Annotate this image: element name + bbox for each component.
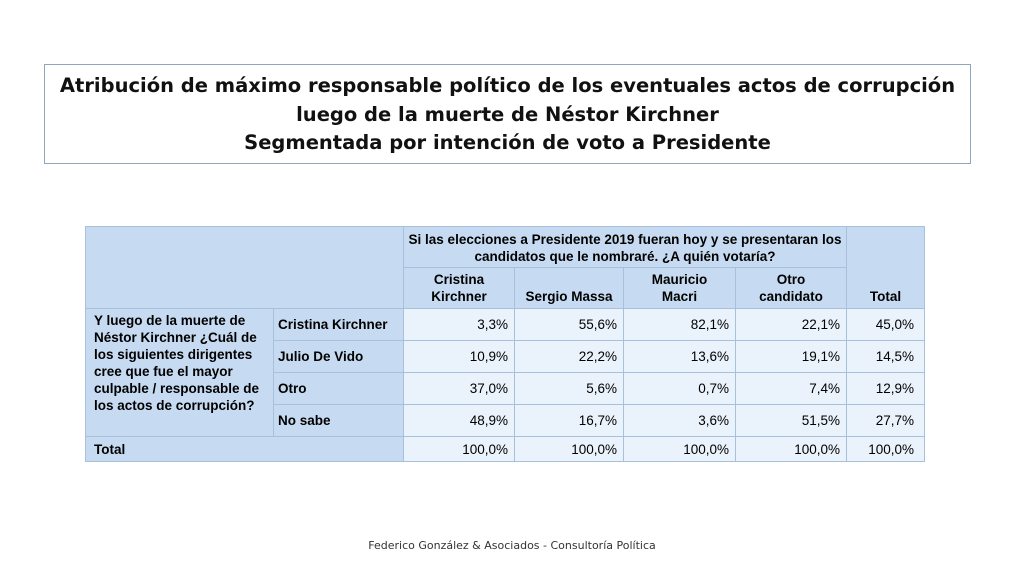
row-question: Y luego de la muerte de Néstor Kirchner … — [85, 308, 274, 437]
table-cell: 3,3% — [403, 308, 515, 341]
table-cell: 10,9% — [403, 340, 515, 373]
table-cell: 100,0% — [403, 436, 515, 462]
table-cell: 13,6% — [623, 340, 736, 373]
title-line-1: Atribución de máximo responsable polític… — [59, 74, 956, 97]
footer: Federico González & Asociados - Consulto… — [368, 539, 656, 552]
table-cell-total: 27,7% — [846, 404, 926, 437]
table-cell: 100,0% — [623, 436, 736, 462]
question-header: Si las elecciones a Presidente 2019 fuer… — [402, 226, 848, 268]
table-cell: 82,1% — [623, 308, 736, 341]
table-cell: 5,6% — [514, 372, 624, 405]
table-cell: 100,0% — [514, 436, 624, 462]
table-cell-total: 14,5% — [846, 340, 926, 373]
table-cell: 7,4% — [734, 372, 848, 405]
table-cell: 37,0% — [403, 372, 515, 405]
corner-cell — [85, 226, 404, 309]
column-header: Cristina Kirchner — [403, 267, 515, 309]
column-header: Mauricio Macri — [623, 267, 736, 309]
crosstab-table: Si las elecciones a Presidente 2019 fuer… — [85, 226, 926, 462]
table-cell: 0,7% — [623, 372, 736, 405]
title-box: Atribución de máximo responsable polític… — [44, 64, 971, 164]
table-cell: 55,6% — [514, 308, 624, 341]
title-line-3: Segmentada por intención de voto a Presi… — [244, 131, 771, 154]
title-line-2: luego de la muerte de Néstor Kirchner — [296, 102, 719, 126]
row-label: Julio De Vido — [273, 340, 404, 373]
total-row-label: Total — [85, 436, 404, 462]
crosstab-table-wrap: Si las elecciones a Presidente 2019 fuer… — [85, 226, 926, 462]
column-header: Otro candidato — [734, 267, 848, 309]
column-header: Sergio Massa — [514, 267, 624, 309]
table-cell: 3,6% — [623, 404, 736, 437]
table-cell: 22,1% — [734, 308, 848, 341]
row-label: Cristina Kirchner — [273, 308, 404, 341]
row-label: No sabe — [273, 404, 404, 437]
table-cell-total: 12,9% — [846, 372, 926, 405]
table-cell: 100,0% — [734, 436, 848, 462]
column-header-total: Total — [846, 226, 926, 309]
table-cell: 51,5% — [734, 404, 848, 437]
table-cell-total: 45,0% — [846, 308, 926, 341]
table-cell-total: 100,0% — [846, 436, 926, 462]
table-cell: 22,2% — [514, 340, 624, 373]
table-cell: 19,1% — [734, 340, 848, 373]
row-label: Otro — [273, 372, 404, 405]
table-cell: 48,9% — [403, 404, 515, 437]
table-cell: 16,7% — [514, 404, 624, 437]
